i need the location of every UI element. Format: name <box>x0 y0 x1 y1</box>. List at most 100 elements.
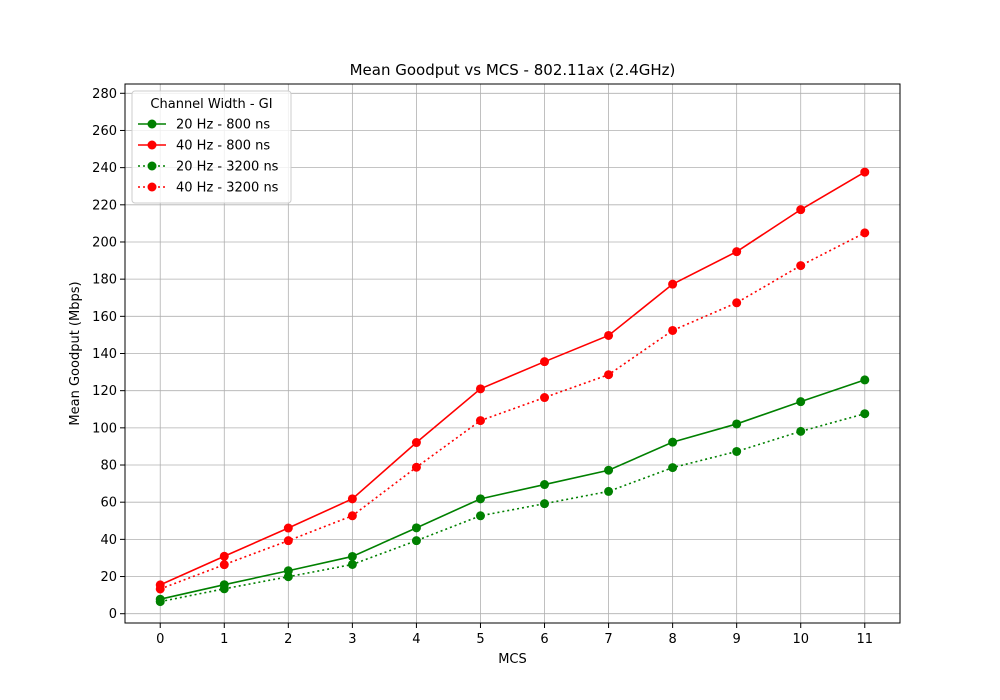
y-tick-label: 120 <box>92 384 117 399</box>
series-line <box>160 412 865 603</box>
data-point <box>860 375 870 385</box>
series-1 <box>155 375 870 604</box>
x-axis-label: MCS <box>498 652 527 667</box>
data-point <box>347 559 357 569</box>
data-point <box>604 370 614 380</box>
data-point <box>283 572 293 582</box>
y-tick-label: 0 <box>109 607 117 622</box>
data-point <box>796 205 806 215</box>
y-tick-label: 140 <box>92 347 117 362</box>
legend: Channel Width - GI 20 Hz - 800 ns 40 Hz -… <box>131 90 292 204</box>
y-tick-label: 60 <box>100 496 117 511</box>
legend-marker <box>147 182 157 192</box>
data-point <box>283 523 293 533</box>
data-point <box>604 330 614 340</box>
x-tick-label: 5 <box>476 632 484 647</box>
y-tick-label: 240 <box>92 161 117 176</box>
series-2 <box>155 167 870 590</box>
legend-marker <box>147 140 157 150</box>
y-tick-label: 40 <box>100 533 117 548</box>
data-point <box>219 551 229 561</box>
y-tick-label: 200 <box>92 235 117 250</box>
series-layer <box>155 167 870 607</box>
y-axis-label: Mean Goodput (Mbps) <box>68 281 83 425</box>
data-point <box>475 416 485 426</box>
legend-label: 20 Hz - 3200 ns <box>176 160 279 175</box>
data-point <box>668 463 678 473</box>
chart-title: Mean Goodput vs MCS - 802.11ax (2.4GHz) <box>350 61 676 79</box>
data-point <box>411 462 421 472</box>
data-point <box>347 494 357 504</box>
data-point <box>540 393 550 403</box>
series-line <box>159 232 866 590</box>
data-point <box>604 465 614 475</box>
data-point <box>155 584 165 594</box>
legend-entry: 20 Hz - 800 ns <box>138 118 270 133</box>
legend-entry: 40 Hz - 3200 ns <box>138 181 279 196</box>
series-4 <box>155 228 870 594</box>
legend-entry: 20 Hz - 3200 ns <box>138 160 279 175</box>
legend-marker <box>147 161 157 171</box>
data-point <box>475 511 485 521</box>
x-tick-label: 3 <box>348 632 356 647</box>
data-point <box>540 499 550 509</box>
data-point <box>732 298 742 308</box>
data-point <box>732 247 742 257</box>
data-point <box>475 384 485 394</box>
legend-label: 20 Hz - 800 ns <box>176 118 270 133</box>
data-point <box>411 438 421 448</box>
y-tick-label: 280 <box>92 87 117 102</box>
data-point <box>860 167 870 177</box>
data-point <box>411 536 421 546</box>
legend-title: Channel Width - GI <box>150 97 272 112</box>
data-point <box>347 511 357 521</box>
data-point <box>475 494 485 504</box>
data-point <box>411 523 421 533</box>
series-3 <box>155 409 870 607</box>
legend-entry: 40 Hz - 800 ns <box>138 139 270 154</box>
data-point <box>796 261 806 271</box>
y-axis: 0 20 40 60 80 100 120 140 160 180 200 220 240 260 280 <box>92 87 125 622</box>
data-point <box>796 397 806 407</box>
data-point <box>283 536 293 546</box>
x-tick-label: 2 <box>284 632 292 647</box>
data-point <box>540 480 550 490</box>
y-tick-label: 260 <box>92 124 117 139</box>
legend-label: 40 Hz - 3200 ns <box>176 181 279 196</box>
data-point <box>732 419 742 429</box>
data-point <box>668 279 678 289</box>
data-point <box>860 409 870 419</box>
y-tick-label: 160 <box>92 310 117 325</box>
y-tick-label: 80 <box>100 459 117 474</box>
data-point <box>732 446 742 456</box>
legend-label: 40 Hz - 800 ns <box>176 139 270 154</box>
x-tick-label: 11 <box>856 632 873 647</box>
legend-box <box>131 90 292 204</box>
data-point <box>155 597 165 607</box>
legend-marker <box>147 119 157 129</box>
series-line <box>159 171 866 586</box>
x-axis: 0 1 2 3 4 5 6 7 8 9 10 11 <box>156 623 873 647</box>
x-tick-label: 0 <box>156 632 164 647</box>
data-point <box>668 325 678 335</box>
x-tick-label: 6 <box>540 632 548 647</box>
x-tick-label: 10 <box>792 632 809 647</box>
y-tick-label: 100 <box>92 421 117 436</box>
data-point <box>219 560 229 570</box>
y-tick-label: 20 <box>100 570 117 585</box>
x-tick-label: 1 <box>220 632 228 647</box>
data-point <box>347 551 357 561</box>
x-tick-label: 8 <box>668 632 676 647</box>
data-point <box>540 357 550 367</box>
y-tick-label: 180 <box>92 273 117 288</box>
x-tick-label: 9 <box>733 632 741 647</box>
series-line <box>160 379 866 600</box>
data-point <box>668 437 678 447</box>
y-tick-label: 220 <box>92 198 117 213</box>
x-tick-label: 4 <box>412 632 420 647</box>
data-point <box>604 486 614 496</box>
data-point <box>219 584 229 594</box>
x-tick-label: 7 <box>604 632 612 647</box>
data-point <box>796 426 806 436</box>
